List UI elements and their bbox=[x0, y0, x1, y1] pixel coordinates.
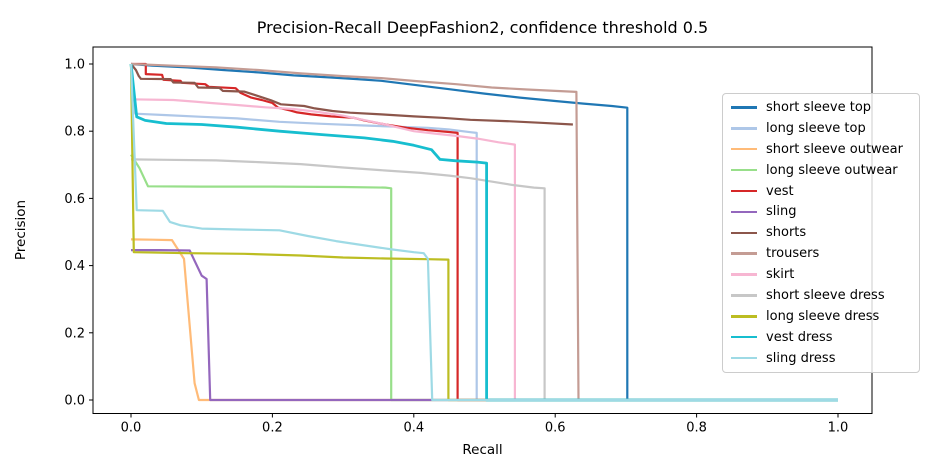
series-line-12 bbox=[129, 63, 838, 402]
legend-label: long sleeve top bbox=[766, 120, 866, 136]
series-line-5 bbox=[131, 249, 838, 402]
series-line-7 bbox=[130, 62, 838, 402]
legend-line-swatch bbox=[731, 189, 757, 193]
legend-entry: trousers bbox=[731, 243, 911, 264]
legend-entry: short sleeve dress bbox=[731, 285, 911, 306]
legend-label: sling dress bbox=[766, 350, 836, 366]
legend-line-swatch bbox=[731, 231, 757, 235]
series-line-1 bbox=[129, 63, 838, 402]
x-tick-label: 0.4 bbox=[403, 421, 424, 436]
legend-label: skirt bbox=[766, 267, 795, 283]
x-tick-label: 1.0 bbox=[828, 421, 849, 436]
legend-entry: sling bbox=[731, 201, 911, 222]
legend-label: long sleeve dress bbox=[766, 308, 880, 324]
legend-entry: short sleeve top bbox=[731, 97, 911, 118]
chart-title: Precision-Recall DeepFashion2, confidenc… bbox=[256, 18, 709, 37]
y-tick-label: 0.4 bbox=[64, 259, 85, 274]
legend-label: short sleeve top bbox=[766, 99, 872, 115]
legend-line-swatch bbox=[731, 335, 757, 339]
x-axis-label: Recall bbox=[462, 442, 503, 458]
series-line-9 bbox=[130, 158, 838, 402]
series-line-0 bbox=[130, 62, 838, 402]
x-tick-label: 0.6 bbox=[545, 421, 566, 436]
legend-label: short sleeve dress bbox=[766, 287, 885, 303]
y-axis-label: Precision bbox=[13, 199, 29, 261]
series-line-3 bbox=[130, 154, 838, 402]
legend-line-swatch bbox=[731, 294, 757, 297]
y-tick-label: 0.2 bbox=[64, 326, 85, 341]
legend-entry: shorts bbox=[731, 222, 911, 243]
legend-label: shorts bbox=[766, 225, 807, 241]
legend-entry: vest bbox=[731, 181, 911, 202]
legend-line-swatch bbox=[731, 315, 757, 318]
series-line-11 bbox=[129, 63, 838, 402]
legend-line-swatch bbox=[731, 210, 757, 214]
legend-entry: sling dress bbox=[731, 348, 911, 369]
legend-entry: vest dress bbox=[731, 327, 911, 348]
y-tick-label: 0.6 bbox=[64, 192, 85, 207]
legend-label: vest dress bbox=[766, 329, 833, 345]
legend-label: vest bbox=[766, 183, 794, 199]
legend-line-swatch bbox=[731, 168, 757, 172]
x-tick-label: 0.8 bbox=[686, 421, 707, 436]
legend-label: long sleeve outwear bbox=[766, 162, 898, 178]
legend-line-swatch bbox=[731, 356, 757, 360]
legend-entry: long sleeve dress bbox=[731, 306, 911, 327]
series-line-6 bbox=[130, 63, 573, 126]
legend-line-swatch bbox=[731, 106, 757, 109]
legend-line-swatch bbox=[731, 273, 757, 276]
y-tick-label: 0.8 bbox=[64, 125, 85, 140]
series-line-8 bbox=[130, 98, 838, 402]
legend-label: trousers bbox=[766, 246, 820, 262]
series-line-2 bbox=[130, 238, 838, 402]
legend-entry: long sleeve outwear bbox=[731, 160, 911, 181]
legend: short sleeve top long sleeve top short sle… bbox=[722, 93, 920, 373]
legend-entry: short sleeve outwear bbox=[731, 139, 911, 160]
y-tick-label: 1.0 bbox=[64, 58, 85, 73]
y-tick-label: 0.0 bbox=[64, 394, 85, 409]
x-tick-label: 0.0 bbox=[121, 421, 142, 436]
x-tick-label: 0.2 bbox=[262, 421, 283, 436]
series-line-10 bbox=[129, 63, 838, 402]
legend-label: sling bbox=[766, 204, 797, 220]
legend-entry: long sleeve top bbox=[731, 118, 911, 139]
legend-label: short sleeve outwear bbox=[766, 141, 903, 157]
legend-line-swatch bbox=[731, 252, 757, 255]
legend-line-swatch bbox=[731, 127, 757, 130]
legend-line-swatch bbox=[731, 147, 757, 151]
legend-entry: skirt bbox=[731, 264, 911, 285]
